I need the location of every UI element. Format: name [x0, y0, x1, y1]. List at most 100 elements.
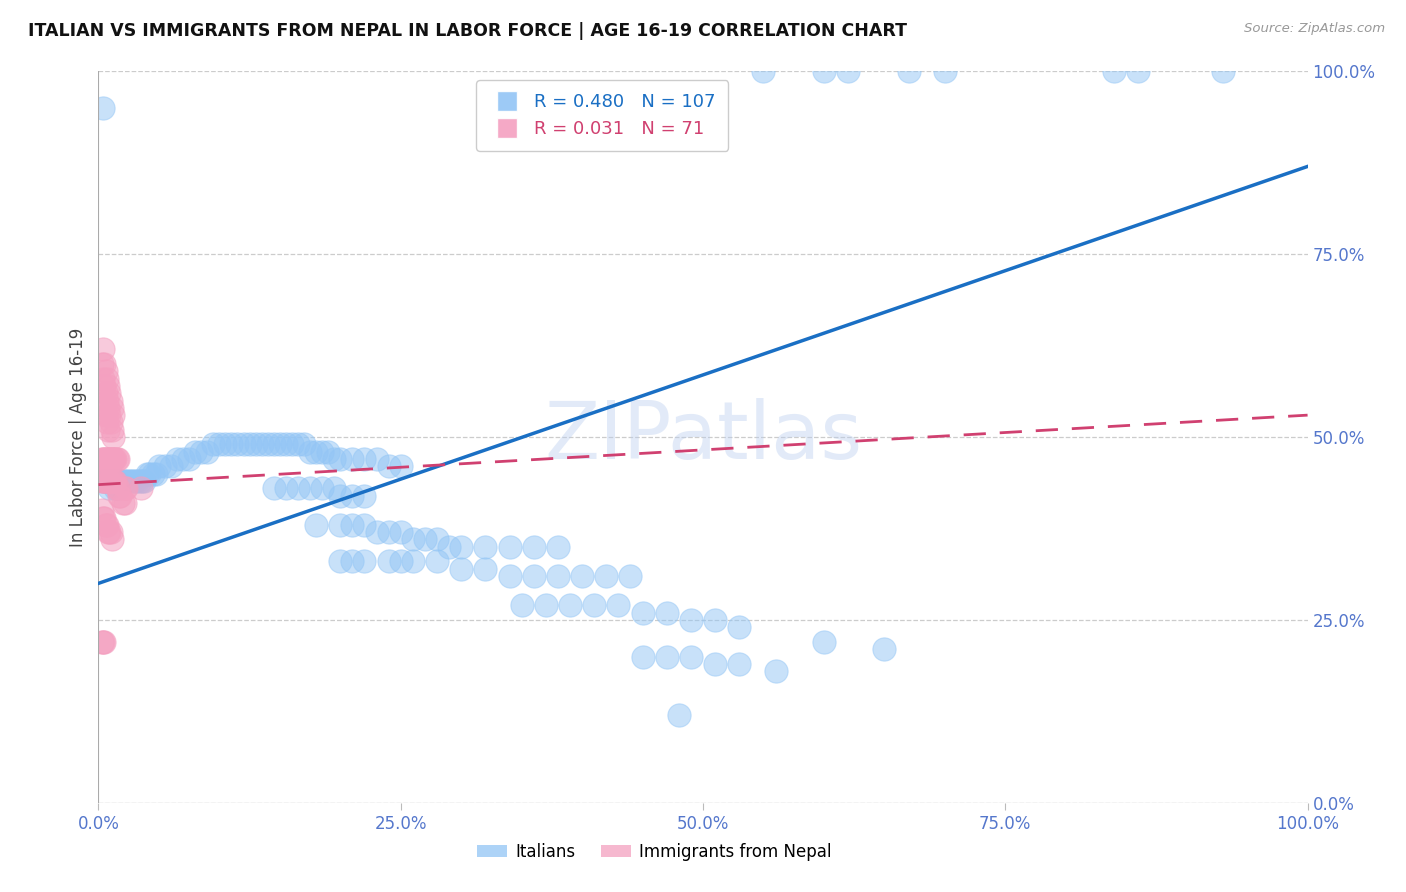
Point [100, 474, 122, 488]
Point [91, 635, 114, 649]
Point [765, 664, 787, 678]
Point [94, 386, 117, 401]
Point [91, 357, 114, 371]
Point [93, 357, 115, 371]
Point [105, 474, 128, 488]
Point [547, 540, 569, 554]
Point [93, 452, 115, 467]
Point [91, 343, 114, 357]
Point [98, 408, 121, 422]
Point [897, 64, 920, 78]
Point [93, 510, 115, 524]
Point [281, 437, 304, 451]
Point [91, 503, 114, 517]
Text: ZIPatlas: ZIPatlas [544, 398, 862, 476]
Point [474, 540, 496, 554]
Point [93, 379, 115, 393]
Point [93, 401, 115, 415]
Point [728, 620, 751, 634]
Point [114, 474, 136, 488]
Point [353, 452, 375, 467]
Point [91, 635, 114, 649]
Point [342, 452, 364, 467]
Point [366, 525, 388, 540]
Y-axis label: In Labor Force | Age 16-19: In Labor Force | Age 16-19 [69, 327, 87, 547]
Point [100, 452, 122, 467]
Point [631, 649, 654, 664]
Point [311, 481, 333, 495]
Point [107, 452, 129, 467]
Legend: Italians, Immigrants from Nepal: Italians, Immigrants from Nepal [471, 837, 838, 868]
Point [655, 649, 678, 664]
Point [287, 437, 309, 451]
Point [619, 569, 641, 583]
Point [595, 569, 617, 583]
Point [245, 437, 267, 451]
Point [256, 437, 278, 451]
Point [166, 452, 188, 467]
Point [813, 64, 835, 78]
Point [98, 474, 121, 488]
Point [329, 489, 352, 503]
Point [127, 474, 149, 488]
Point [93, 474, 115, 488]
Point [98, 386, 121, 401]
Point [104, 452, 127, 467]
Text: ITALIAN VS IMMIGRANTS FROM NEPAL IN LABOR FORCE | AGE 16-19 CORRELATION CHART: ITALIAN VS IMMIGRANTS FROM NEPAL IN LABO… [28, 22, 907, 40]
Point [100, 393, 122, 408]
Point [316, 444, 339, 458]
Point [389, 554, 412, 568]
Point [108, 474, 131, 488]
Point [934, 64, 956, 78]
Point [437, 540, 460, 554]
Point [353, 517, 375, 532]
Point [103, 474, 125, 488]
Point [153, 459, 176, 474]
Point [101, 474, 124, 488]
Point [214, 437, 236, 451]
Point [142, 467, 165, 481]
Point [96, 393, 118, 408]
Point [91, 474, 114, 488]
Point [97, 525, 120, 540]
Point [523, 540, 546, 554]
Point [97, 474, 120, 488]
Point [323, 452, 346, 467]
Point [377, 554, 399, 568]
Point [263, 481, 285, 495]
Point [450, 562, 472, 576]
Point [93, 474, 115, 488]
Point [103, 452, 125, 467]
Point [1102, 64, 1125, 78]
Point [195, 444, 218, 458]
Point [232, 437, 254, 451]
Point [389, 459, 412, 474]
Point [179, 452, 201, 467]
Point [91, 101, 114, 115]
Point [631, 606, 654, 620]
Point [837, 64, 859, 78]
Point [668, 708, 690, 723]
Point [111, 474, 134, 488]
Point [221, 437, 243, 451]
Point [607, 599, 630, 613]
Point [263, 437, 285, 451]
Point [101, 474, 124, 488]
Point [114, 481, 136, 495]
Point [239, 437, 262, 451]
Point [323, 481, 346, 495]
Point [342, 489, 364, 503]
Point [752, 64, 775, 78]
Point [108, 489, 131, 503]
Point [426, 554, 449, 568]
Point [292, 437, 315, 451]
Point [148, 459, 170, 474]
Point [534, 599, 557, 613]
Point [117, 474, 139, 488]
Point [269, 437, 291, 451]
Point [124, 474, 146, 488]
Point [305, 444, 328, 458]
Point [91, 474, 114, 488]
Point [100, 416, 122, 430]
Point [366, 452, 388, 467]
